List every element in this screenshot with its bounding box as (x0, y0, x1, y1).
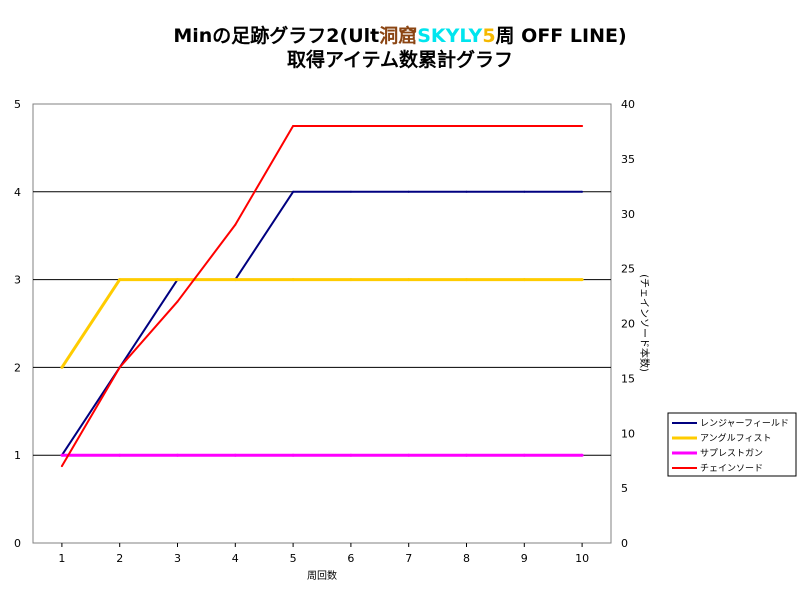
series-3-point-3 (176, 453, 179, 457)
series-2-point-2 (118, 278, 122, 282)
series-4-point-3 (176, 300, 179, 303)
right-axis-label: (チェインソード本数) (638, 274, 651, 372)
y-left-tick-label-4: 4 (14, 186, 21, 199)
series-4-point-6 (349, 124, 352, 127)
series-lines (60, 124, 584, 468)
series-3-point-7 (407, 453, 411, 457)
series-4-point-4 (234, 223, 237, 226)
x-tick-label-2: 2 (116, 552, 123, 565)
y-right-tick-label-40: 40 (621, 98, 635, 111)
y-right-tick-label-5: 5 (621, 482, 628, 495)
y-right-tick-label-25: 25 (621, 263, 635, 276)
series-4-point-2 (118, 366, 121, 369)
series-3-point-1 (60, 453, 64, 457)
series-2-point-9 (522, 278, 526, 282)
x-tick-label-7: 7 (405, 552, 412, 565)
series-4-point-10 (581, 124, 584, 127)
x-axis-label: 周回数 (307, 569, 337, 582)
series-4-point-9 (523, 124, 526, 127)
series-line-4 (61, 124, 583, 467)
x-tick-label-6: 6 (347, 552, 354, 565)
series-2-point-7 (407, 278, 411, 282)
x-tick-label-10: 10 (575, 552, 589, 565)
plot-area (32, 103, 612, 544)
tick-labels: 0 1 2 3 4 5 0 5 10 15 20 25 30 35 40 1 2 3 4 5 6 7 8 9 10 (14, 98, 635, 565)
y-right-tick-label-20: 20 (621, 318, 635, 331)
y-left-tick-label-0: 0 (14, 537, 21, 550)
x-tick-label-5: 5 (290, 552, 297, 565)
series-1-point-9 (523, 190, 526, 193)
y-left-tick-label-1: 1 (14, 449, 21, 462)
series-4-point-5 (292, 124, 295, 127)
title-part-1: Minの足跡グラフ2(Ult (173, 24, 379, 47)
legend-label-3: サプレストガン (700, 448, 763, 459)
series-2-point-3 (176, 278, 179, 282)
chart-title-line2: 取得アイテム数累計グラフ (287, 48, 513, 71)
series-2-point-5 (291, 278, 295, 282)
series-2-point-6 (349, 278, 353, 282)
legend-label-2: アングルフィスト (700, 432, 771, 444)
series-3-point-4 (233, 453, 237, 457)
legend-label-1: レンジャーフィールド (700, 419, 789, 429)
title-part-2: 洞窟 (379, 24, 417, 47)
series-3-point-8 (465, 453, 468, 457)
y-right-tick-label-15: 15 (621, 372, 635, 385)
y-left-tick-label-5: 5 (14, 98, 21, 111)
x-tick-label-3: 3 (174, 552, 181, 565)
y-right-tick-label-35: 35 (621, 153, 635, 166)
series-2-point-4 (233, 278, 237, 282)
series-4-point-1 (60, 465, 63, 468)
series-4-point-8 (465, 124, 468, 127)
x-tick-label-8: 8 (463, 552, 470, 565)
y-left-tick-label-2: 2 (14, 361, 21, 374)
series-3-point-5 (291, 453, 295, 457)
x-tick-label-4: 4 (232, 552, 239, 565)
series-line-2 (60, 278, 583, 369)
series-1-point-5 (292, 190, 295, 193)
series-2-point-8 (465, 278, 468, 282)
title-part-3: SKYLY (417, 25, 482, 47)
series-3-point-9 (522, 453, 526, 457)
x-tick-label-1: 1 (58, 552, 65, 565)
y-right-tick-label-10: 10 (621, 427, 635, 440)
title-part-5: 周 OFF LINE) (496, 25, 627, 47)
series-1-point-8 (465, 190, 468, 193)
series-3-point-2 (118, 453, 122, 457)
series-2-point-10 (580, 278, 584, 282)
y-right-tick-label-30: 30 (621, 208, 635, 221)
series-1-point-6 (349, 190, 352, 193)
series-4-point-7 (407, 124, 410, 127)
series-3-point-6 (349, 453, 353, 457)
title-part-4: 5 (482, 25, 495, 47)
x-tick-label-9: 9 (521, 552, 528, 565)
series-1-point-7 (407, 190, 410, 193)
chart-title-line1: Minの足跡グラフ2(Ult洞窟SKYLY5周 OFF LINE) (173, 24, 626, 47)
series-2-point-1 (60, 365, 64, 369)
legend-label-4: チェインソード (700, 463, 763, 474)
y-left-tick-label-3: 3 (14, 274, 21, 287)
y-right-tick-label-0: 0 (621, 537, 628, 550)
series-line-1 (61, 190, 583, 456)
series-3-point-10 (580, 453, 584, 457)
series-1-point-10 (581, 190, 584, 193)
